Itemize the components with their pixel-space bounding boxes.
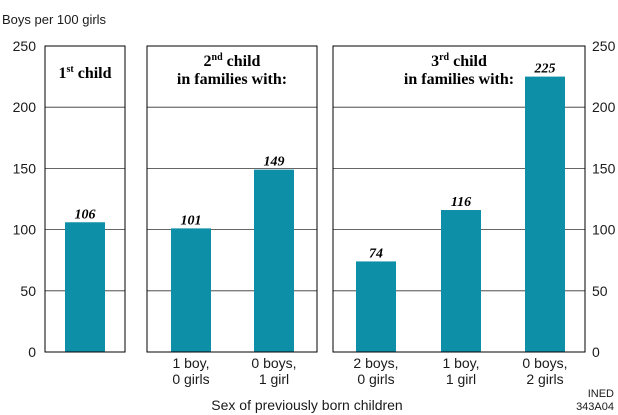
panel-subtitle: in families with: xyxy=(177,71,287,88)
value-label: 74 xyxy=(369,246,383,261)
left-y-axis: 0 50 100 150 200 250 xyxy=(13,38,37,360)
value-label: 116 xyxy=(451,195,471,210)
value-label: 101 xyxy=(181,213,202,228)
value-label: 149 xyxy=(264,155,285,170)
panel-title: 3rd child xyxy=(431,52,487,70)
category-label: 2 boys, xyxy=(353,355,398,371)
bar xyxy=(171,228,211,352)
category-label: 0 girls xyxy=(357,371,394,387)
right-y-axis: 0 50 100 150 200 250 xyxy=(592,38,616,360)
bar xyxy=(525,76,565,352)
value-label: 225 xyxy=(534,62,556,77)
y-tick-label-left: 250 xyxy=(13,38,37,54)
y-tick-label-left: 200 xyxy=(13,99,37,115)
panel-1: 106 1st child xyxy=(44,45,126,353)
y-tick-label-left: 0 xyxy=(28,344,36,360)
category-label: 1 boy, xyxy=(172,355,209,371)
source-code-line2: 343A04 xyxy=(576,401,614,413)
x-axis-label: Sex of previously born children xyxy=(211,397,402,413)
category-label: 0 girls xyxy=(172,371,209,387)
y-tick-label-right: 0 xyxy=(592,344,600,360)
y-axis-label: Boys per 100 girls xyxy=(2,12,107,27)
y-tick-label-left: 100 xyxy=(13,222,37,238)
value-label: 106 xyxy=(75,207,96,222)
category-label: 0 boys, xyxy=(251,355,296,371)
category-label: 1 girl xyxy=(259,371,289,387)
y-tick-label-right: 150 xyxy=(592,160,616,176)
panel-title: 1st child xyxy=(58,64,111,82)
y-tick-label-left: 150 xyxy=(13,160,37,176)
y-tick-label-right: 250 xyxy=(592,38,616,54)
category-label: 1 girl xyxy=(446,371,476,387)
bar xyxy=(356,261,396,352)
y-tick-label-left: 50 xyxy=(20,283,36,299)
panel-frame xyxy=(332,45,586,353)
bar xyxy=(254,169,294,352)
bar xyxy=(441,210,481,352)
panel-frame xyxy=(146,45,318,353)
y-tick-label-right: 100 xyxy=(592,222,616,238)
category-label: 2 girls xyxy=(526,371,563,387)
panel-title: 2nd child xyxy=(204,52,261,70)
y-tick-label-right: 200 xyxy=(592,99,616,115)
bar xyxy=(65,222,105,352)
panel-subtitle: in families with: xyxy=(404,71,514,88)
source-code-line1: INED xyxy=(588,388,614,400)
category-label: 1 boy, xyxy=(442,355,479,371)
y-tick-label-right: 50 xyxy=(592,283,608,299)
panel-frame xyxy=(44,45,126,353)
category-label: 0 boys, xyxy=(522,355,567,371)
